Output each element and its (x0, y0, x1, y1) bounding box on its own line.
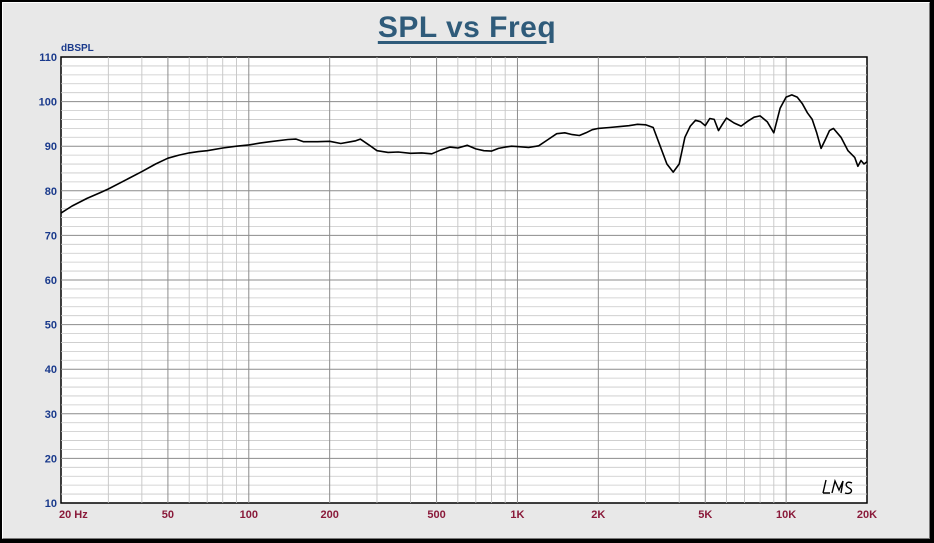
spl-curve (60, 94, 868, 214)
y-tick-label: 100 (39, 97, 57, 109)
x-axis-ticks: 20 Hz 50 100 200 500 1K 2K 5K 10K 20K (59, 509, 877, 521)
x-tick-label: 1K (510, 509, 524, 521)
y-tick-label: 70 (45, 230, 57, 242)
x-tick-label: 5K (698, 509, 712, 521)
y-tick-label: 110 (39, 52, 57, 64)
chart-title: SPL vs Freq (377, 11, 557, 44)
y-tick-label: 90 (45, 141, 57, 153)
y-tick-label: 20 (45, 453, 57, 465)
x-tick-label: 20K (857, 509, 877, 521)
y-tick-label: 60 (45, 275, 57, 287)
major-grid (61, 57, 867, 503)
y-tick-label: 50 (45, 320, 57, 332)
x-tick-label: 50 (162, 509, 174, 521)
y-tick-label: 80 (45, 186, 57, 198)
y-axis-label: dBSPL (61, 43, 94, 54)
y-axis-ticks: 110 100 90 80 70 60 50 40 30 20 10 (39, 52, 57, 510)
x-tick-label: 10K (776, 509, 796, 521)
y-tick-label: 10 (45, 498, 57, 510)
x-tick-label: 100 (240, 509, 258, 521)
y-tick-label: 30 (45, 409, 57, 421)
x-tick-label: 500 (427, 509, 445, 521)
x-tick-label: 200 (320, 509, 338, 521)
minor-grid (61, 57, 867, 503)
x-tick-label: 2K (591, 509, 605, 521)
y-tick-label: 40 (45, 364, 57, 376)
lms-signature (822, 478, 853, 495)
x-tick-label: 20 Hz (59, 509, 88, 521)
